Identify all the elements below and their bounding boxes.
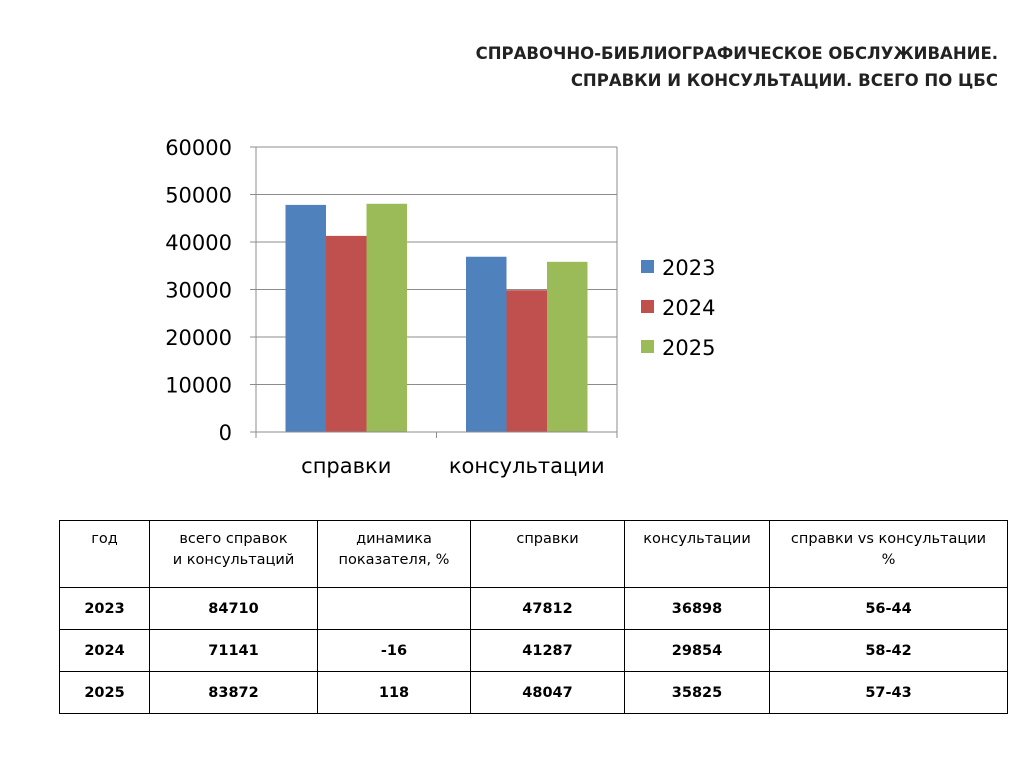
y-tick-label: 50000 <box>165 184 232 208</box>
cell-ratio: 56-44 <box>769 587 1008 630</box>
legend-label: 2025 <box>662 336 715 360</box>
legend-swatch-2024 <box>641 300 654 313</box>
legend-swatch-2023 <box>641 260 654 273</box>
cell-dynamics <box>317 587 471 630</box>
cell-consultations: 29854 <box>624 629 770 672</box>
x-tick-label: консультации <box>449 454 605 478</box>
bars <box>285 203 588 432</box>
header-ratio: справки vs консультации% <box>769 520 1008 588</box>
cell-spravki: 41287 <box>470 629 625 672</box>
header-dynamics: динамика показателя, % <box>317 520 471 588</box>
cell-consultations: 36898 <box>624 587 770 630</box>
cell-year: 2023 <box>59 587 150 630</box>
y-tick-label: 30000 <box>165 279 232 303</box>
cell-dynamics: 118 <box>317 671 471 714</box>
header-consultations: консультации <box>624 520 770 588</box>
y-tick-label: 40000 <box>165 231 232 255</box>
y-tick-label: 60000 <box>165 136 232 160</box>
bar-2025-0 <box>366 203 407 432</box>
cell-ratio: 57-43 <box>769 671 1008 714</box>
cell-total: 84710 <box>149 587 318 630</box>
page-title: СПРАВОЧНО-БИБЛИОГРАФИЧЕСКОЕ ОБСЛУЖИВАНИЕ… <box>380 40 998 94</box>
header-total: всего справок и консультаций <box>149 520 318 588</box>
cell-spravki: 48047 <box>470 671 625 714</box>
y-tick-label: 10000 <box>165 374 232 398</box>
legend-label: 2024 <box>662 296 715 320</box>
bar-2024-1 <box>506 290 547 432</box>
bar-2024-0 <box>326 235 367 432</box>
cell-year: 2025 <box>59 671 150 714</box>
cell-dynamics: -16 <box>317 629 471 672</box>
table-row: 2023 84710 47812 36898 56-44 <box>59 587 1008 630</box>
cell-consultations: 35825 <box>624 671 770 714</box>
cell-total: 71141 <box>149 629 318 672</box>
title-line-2: СПРАВКИ И КОНСУЛЬТАЦИИ. ВСЕГО ПО ЦБС <box>570 71 998 90</box>
cell-total: 83872 <box>149 671 318 714</box>
cell-spravki: 47812 <box>470 587 625 630</box>
title-line-1: СПРАВОЧНО-БИБЛИОГРАФИЧЕСКОЕ ОБСЛУЖИВАНИЕ… <box>475 44 998 63</box>
bar-2023-0 <box>285 204 326 432</box>
table-header-row: год всего справок и консультаций динамика… <box>59 520 1008 588</box>
header-year: год <box>59 520 150 588</box>
bar-chart: 0 10000 20000 30000 40000 50000 60000 справки к… <box>165 136 715 478</box>
bar-2025-1 <box>547 261 588 432</box>
cell-ratio: 58-42 <box>769 629 1008 672</box>
legend-label: 2023 <box>662 256 715 280</box>
y-tick-label: 20000 <box>165 326 232 350</box>
x-tick-labels: справки консультации <box>301 454 604 478</box>
header-spravki: справки <box>470 520 625 588</box>
data-table: год всего справок и консультаций динамика… <box>59 520 1008 714</box>
x-tick-label: справки <box>301 454 391 478</box>
cell-year: 2024 <box>59 629 150 672</box>
legend: 2023 2024 2025 <box>641 256 715 360</box>
y-tick-labels: 0 10000 20000 30000 40000 50000 60000 <box>165 136 232 445</box>
table-row: 2024 71141 -16 41287 29854 58-42 <box>59 629 1008 672</box>
legend-swatch-2025 <box>641 340 654 353</box>
y-tick-label: 0 <box>219 421 232 445</box>
bar-2023-1 <box>466 256 507 432</box>
axes <box>250 146 618 438</box>
table-row: 2025 83872 118 48047 35825 57-43 <box>59 671 1008 714</box>
